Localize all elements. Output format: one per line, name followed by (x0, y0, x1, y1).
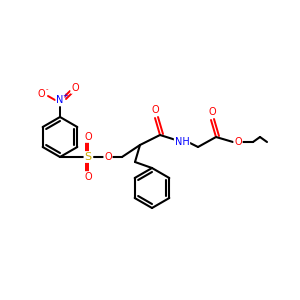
Text: -: - (46, 86, 48, 92)
Text: O: O (84, 172, 92, 182)
Text: O: O (104, 152, 112, 162)
Text: S: S (84, 152, 92, 162)
Text: O: O (234, 137, 242, 147)
Text: N: N (56, 95, 64, 105)
Text: O: O (208, 107, 216, 117)
Text: NH: NH (175, 137, 189, 147)
Text: O: O (151, 105, 159, 115)
Text: O: O (37, 89, 45, 99)
Text: O: O (84, 132, 92, 142)
Text: +: + (62, 93, 68, 99)
Text: O: O (71, 83, 79, 93)
